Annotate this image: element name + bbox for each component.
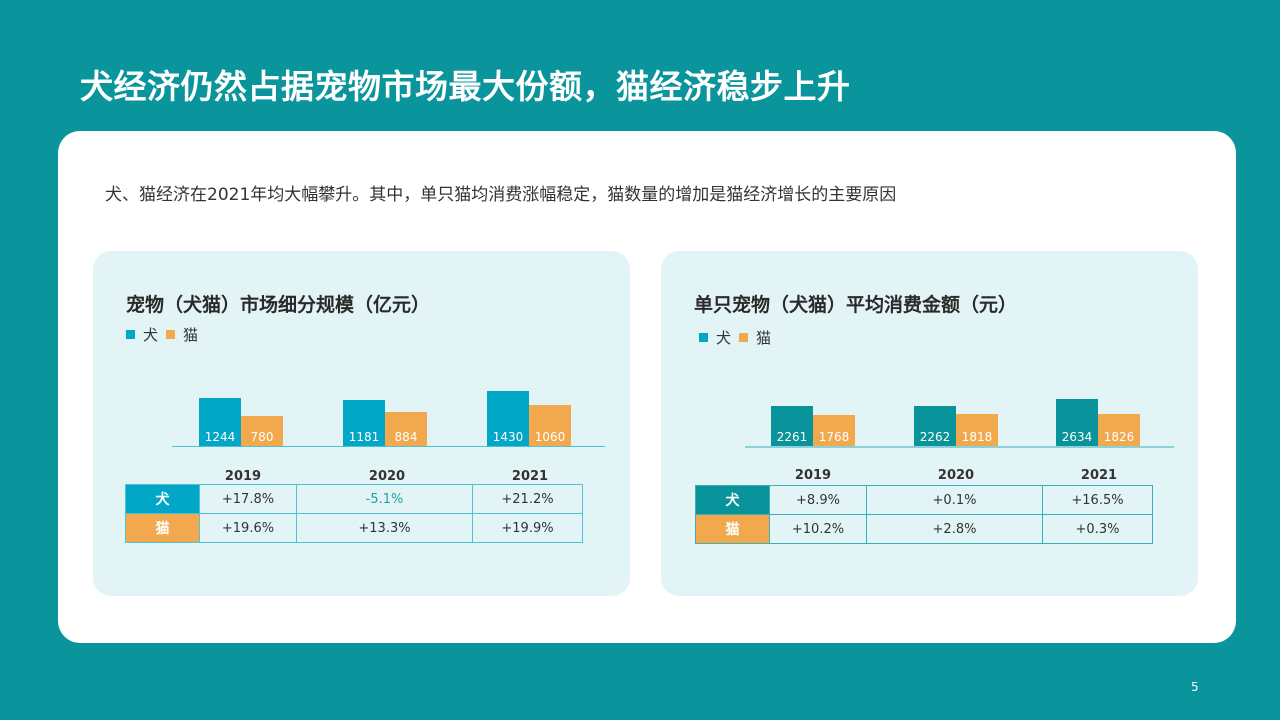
growth-cell: +2.8% [866,514,1043,544]
cat-bar-2021: 1826 [1098,414,1140,446]
dog-legend-swatch [699,333,708,342]
growth-cell: +0.1% [866,485,1043,515]
avg-spend-axis-line [745,446,1174,448]
avg-spend-year-2021: 2021 [1080,468,1118,483]
growth-cell: +17.8% [199,484,297,514]
dog-row-label: 犬 [125,484,200,514]
market-size-axis-line [172,446,605,447]
dog-bar-2020: 1181 [343,400,385,446]
cat-legend-swatch [166,330,176,339]
bar-value-label: 1181 [348,430,380,444]
growth-cell: +16.5% [1042,485,1153,515]
avg-spend-growth-table: 犬 +8.9% +0.1% +16.5% 猫 +10.2% +2.8% +0.3… [695,485,1153,544]
slide-subtitle: 犬、猫经济在2021年均大幅攀升。其中，单只猫均消费涨幅稳定，猫数量的增加是猫经… [105,185,897,205]
cat-legend-swatch [739,333,749,342]
growth-cell: +8.9% [769,485,867,515]
market-size-growth-table: 犬 +17.8% -5.1% +21.2% 猫 +19.6% +13.3% +1… [125,484,583,543]
growth-cell-negative: -5.1% [296,484,473,514]
avg-spend-chart-title: 单只宠物（犬猫）平均消费金额（元） [694,294,1018,316]
market-size-legend: 犬 猫 [126,324,206,345]
bar-value-label: 780 [250,430,274,444]
cat-row-label: 猫 [125,513,200,543]
cat-bar-2019: 1768 [813,415,855,446]
cat-bar-2019: 780 [241,416,283,446]
dog-bar-2021: 1430 [487,391,529,446]
cat-legend-label: 猫 [756,329,772,347]
avg-spend-legend: 犬 猫 [699,327,779,348]
bar-value-label: 884 [394,430,418,444]
bar-value-label: 1244 [204,430,236,444]
table-row: 猫 +19.6% +13.3% +19.9% [125,513,583,543]
cat-bar-2020: 884 [385,412,427,446]
market-size-year-2019: 2019 [224,469,262,484]
bar-value-label: 1060 [534,430,566,444]
dog-bar-2019: 1244 [199,398,241,446]
dog-bar-2021: 2634 [1056,399,1098,446]
table-row: 犬 +17.8% -5.1% +21.2% [125,484,583,514]
slide-title: 犬经济仍然占据宠物市场最大份额，猫经济稳步上升 [80,67,851,106]
market-size-year-2021: 2021 [511,469,549,484]
cat-bar-2021: 1060 [529,405,571,446]
dog-row-label: 犬 [695,485,770,515]
bar-value-label: 2634 [1061,430,1093,444]
market-size-year-2020: 2020 [368,469,406,484]
cat-bar-2020: 1818 [956,414,998,446]
growth-cell: +19.6% [199,513,297,543]
cat-legend-label: 猫 [183,326,199,344]
page-number: 5 [1191,680,1199,694]
dog-legend-label: 犬 [716,329,732,347]
growth-cell: +21.2% [472,484,583,514]
growth-cell: +0.3% [1042,514,1153,544]
table-row: 犬 +8.9% +0.1% +16.5% [695,485,1153,515]
avg-spend-year-2020: 2020 [937,468,975,483]
dog-legend-label: 犬 [143,326,159,344]
growth-cell: +13.3% [296,513,473,543]
bar-value-label: 2262 [919,430,951,444]
dog-bar-2020: 2262 [914,406,956,446]
bar-value-label: 2261 [776,430,808,444]
table-row: 猫 +10.2% +2.8% +0.3% [695,514,1153,544]
bar-value-label: 1826 [1103,430,1135,444]
growth-cell: +10.2% [769,514,867,544]
bar-value-label: 1430 [492,430,524,444]
growth-cell: +19.9% [472,513,583,543]
bar-value-label: 1818 [961,430,993,444]
cat-row-label: 猫 [695,514,770,544]
dog-bar-2019: 2261 [771,406,813,446]
dog-legend-swatch [126,330,135,339]
bar-value-label: 1768 [818,430,850,444]
avg-spend-year-2019: 2019 [794,468,832,483]
market-size-chart-title: 宠物（犬猫）市场细分规模（亿元） [126,294,431,316]
